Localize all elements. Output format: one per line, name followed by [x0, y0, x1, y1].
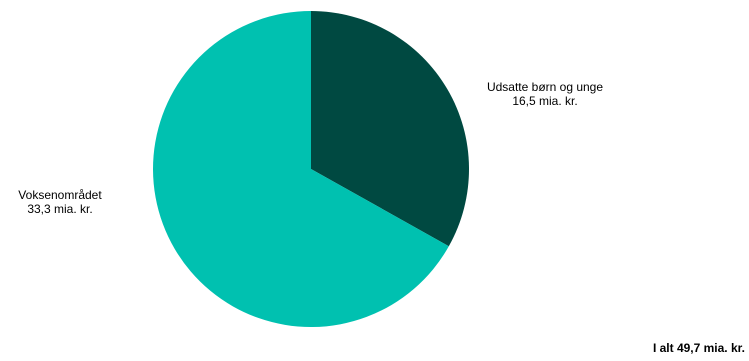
slice-label-udsatte-name: Udsatte børn og unge: [486, 80, 604, 94]
pie-slice-0: [311, 11, 470, 247]
total-label: I alt 49,7 mia. kr.: [652, 341, 745, 355]
slice-label-voksen-name: Voksenområdet: [18, 188, 102, 202]
pie-slice-1: [153, 11, 449, 327]
slice-label-voksen: Voksenområdet 33,3 mia. kr.: [0, 188, 120, 216]
slice-label-voksen-value: 33,3 mia. kr.: [27, 202, 93, 216]
slice-label-udsatte: Udsatte børn og unge 16,5 mia. kr.: [470, 80, 620, 108]
slice-label-udsatte-value: 16,5 mia. kr.: [512, 94, 578, 108]
